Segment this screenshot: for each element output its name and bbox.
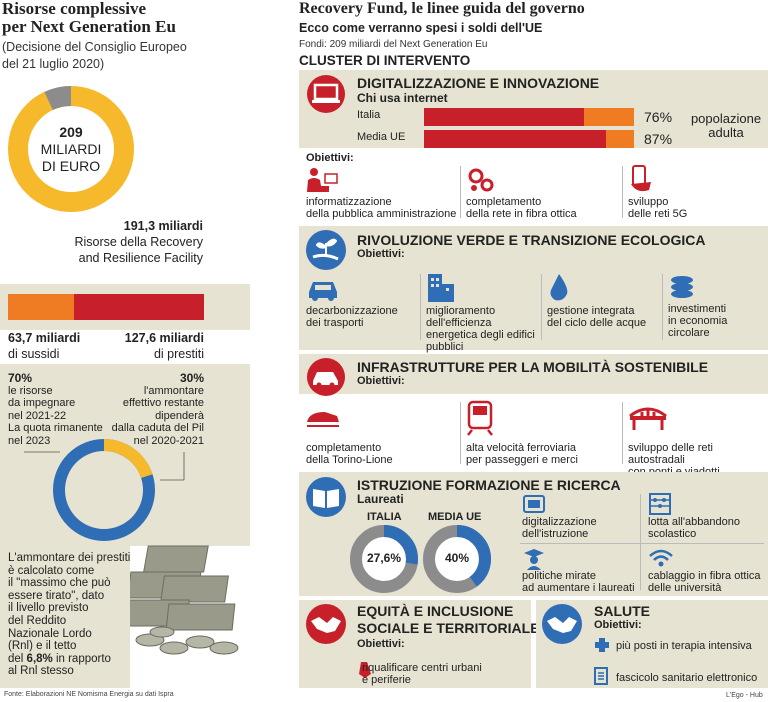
verde-item-2: miglioramento dell'efficienza energetica…: [426, 305, 535, 353]
istruzione-item-3: politiche mirate ad aumentare i laureati: [522, 570, 635, 594]
divider: [420, 274, 421, 340]
infra-obiettivi: Obiettivi:: [357, 375, 405, 387]
laptop-icon: [307, 75, 345, 113]
person-computer-icon: [307, 168, 338, 192]
book-icon: [306, 477, 346, 517]
equita-item: riqualificare centri urbani e periferie: [362, 662, 482, 686]
divider: [460, 402, 461, 464]
verde-item-3: gestione integrata del ciclo delle acque: [547, 305, 647, 329]
digital-item-2: completamento della rete in fibra ottica: [466, 196, 577, 220]
istruzione-item-1: digitalizzazione dell'istruzione: [522, 516, 597, 540]
loan-text: L'ammontare dei prestiti è calcolato com…: [8, 552, 131, 678]
tablet-icon: [523, 495, 545, 513]
sussidi-label: 63,7 miliardi di sussidi: [8, 331, 81, 361]
graduate-icon: [524, 549, 544, 570]
italia-bar-red: [424, 108, 584, 126]
italia-bar-orange: [584, 108, 634, 126]
ue-pct: 87%: [644, 131, 673, 147]
salute-obiettivi: Obiettivi:: [594, 619, 642, 631]
loan-panel: [0, 546, 130, 688]
infra-title: INFRASTRUTTURE PER LA MOBILITÀ SOSTENIBI…: [357, 359, 709, 375]
italia-pct: 76%: [644, 109, 673, 125]
cluster-title: CLUSTER DI INTERVENTO: [299, 53, 471, 68]
donut-center-text: 209 MILIARDI DI EURO: [40, 124, 102, 174]
digital-title: DIGITALIZZAZIONE E INNOVAZIONE: [357, 75, 600, 91]
ue-label: Media UE: [357, 131, 406, 143]
building-icon: [428, 274, 454, 302]
italia-laureati-pct: 27,6%: [366, 551, 402, 565]
digital-item-3: sviluppo delle reti 5G: [628, 196, 688, 220]
total-donut: [8, 86, 134, 212]
equita-title: EQUITÀ E INCLUSIONE SOCIALE E TERRITORIA…: [357, 603, 540, 636]
left-title: Risorse complessive per Next Generation …: [2, 0, 176, 36]
divider: [662, 274, 663, 340]
digital-item-1: informatizzazione della pubblica amminis…: [306, 196, 457, 220]
pin-icon: [359, 662, 371, 678]
water-drop-icon: [550, 274, 568, 301]
infra-item-1: completamento della Torino-Lione: [306, 442, 393, 466]
coins-icon: [671, 276, 693, 298]
left-subtitle: (Decisione del Consiglio Europeo del 21 …: [2, 40, 187, 71]
divider: [460, 166, 461, 218]
rrf-block: 191,3 miliardi Risorse della Recovery an…: [74, 219, 203, 265]
ue-laureati-donut: [423, 525, 491, 593]
handshake-icon: [306, 604, 346, 644]
pop-label: popolazione adulta: [690, 111, 762, 140]
equita-obiettivi: Obiettivi:: [357, 638, 405, 650]
bridge-icon: [629, 407, 667, 430]
ue-bar-red: [424, 130, 606, 148]
salute-item-1: più posti in terapia intensiva: [616, 640, 752, 652]
ist-italia-label: ITALIA: [367, 511, 402, 523]
verde-obiettivi: Obiettivi:: [357, 248, 405, 260]
italia-label: Italia: [357, 109, 381, 121]
divider: [640, 494, 641, 590]
document-icon: [594, 667, 608, 685]
digital-obiettivi: Obiettivi:: [306, 152, 354, 164]
verde-item-1: decarbonizzazione dei trasporti: [306, 305, 398, 329]
medical-cross-icon: [595, 638, 609, 652]
laureati-label: Laureati: [357, 492, 404, 506]
abacus-icon: [649, 493, 671, 515]
divider: [520, 543, 764, 544]
gears-icon: [468, 168, 494, 192]
plant-hand-icon: [306, 230, 346, 270]
car-icon: [309, 282, 337, 301]
pct70-block: 70% le risorse da impegnare nel 2021-22 …: [8, 371, 103, 447]
infra-header-panel: [299, 354, 768, 394]
istruzione-item-2: lotta all'abbandono scolastico: [648, 516, 741, 540]
divider: [541, 274, 542, 340]
divider: [622, 402, 623, 464]
prestiti-bar: [74, 294, 204, 320]
pct30-block: 30% l'ammontare effettivo restante dipen…: [111, 371, 204, 447]
timeline-donut: [24, 439, 185, 541]
train-front-icon: [467, 400, 493, 436]
prestiti-label: 127,6 miliardi di prestiti: [124, 331, 204, 361]
right-subtitle: Ecco come verranno spesi i soldi dell'UE: [299, 21, 543, 35]
ist-ue-label: MEDIA UE: [428, 511, 482, 523]
phone-hand-icon: [631, 165, 651, 192]
bullet-train-icon: [307, 412, 339, 427]
verde-item-4: investimenti in economia circolare: [668, 303, 728, 339]
istruzione-item-4: cablaggio in fibra ottica delle universi…: [648, 570, 761, 594]
verde-title: RIVOLUZIONE VERDE E TRANSIZIONE ECOLOGIC…: [357, 232, 706, 248]
sussidi-bar: [8, 294, 74, 320]
health-handshake-icon: [542, 604, 582, 644]
infra-item-2: alta velocità ferroviaria per passeggeri…: [466, 442, 578, 466]
wifi-icon: [649, 549, 673, 567]
divider: [622, 166, 623, 218]
right-title: Recovery Fund, le linee guida del govern…: [299, 0, 585, 17]
money-stack-icon: [120, 545, 239, 655]
salute-title: SALUTE: [594, 603, 650, 619]
ue-laureati-pct: 40%: [444, 551, 470, 565]
electric-car-icon: [307, 358, 345, 396]
digital-chi: Chi usa internet: [357, 91, 448, 105]
source-note: Fonte: Elaborazioni NE Nomisma Energia s…: [4, 691, 174, 698]
istruzione-title: ISTRUZIONE FORMAZIONE E RICERCA: [357, 477, 621, 493]
ue-bar-orange: [606, 130, 634, 148]
fondi-note: Fondi: 209 miliardi del Next Generation …: [299, 39, 488, 50]
credit: L'Ego - Hub: [726, 692, 763, 699]
salute-item-2: fascicolo sanitario elettronico: [616, 672, 758, 684]
italia-laureati-donut: [350, 525, 418, 593]
